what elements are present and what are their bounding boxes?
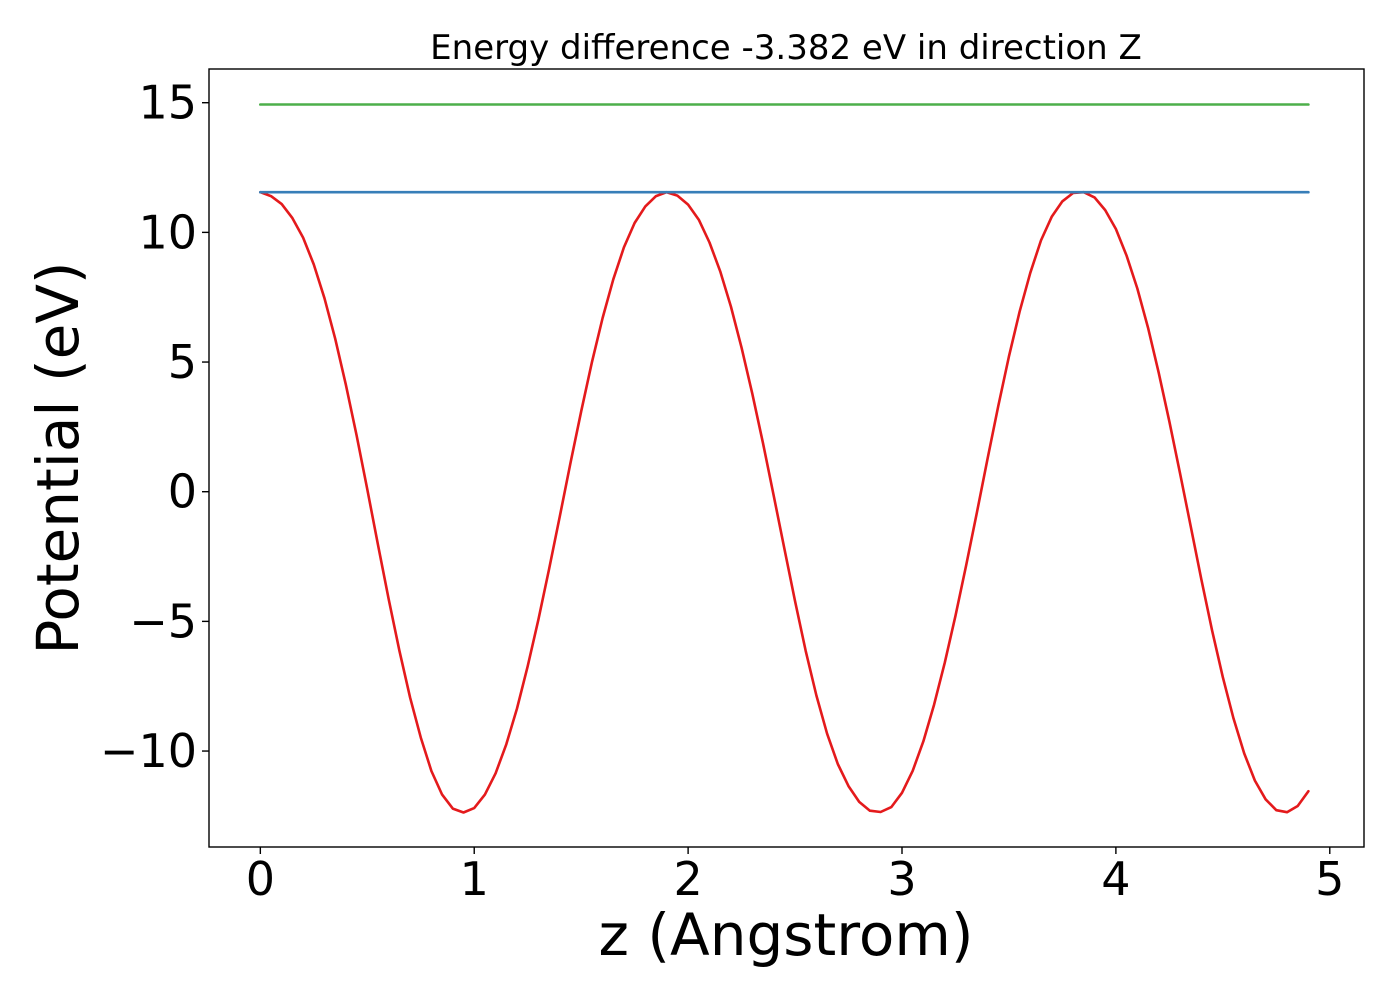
y-axis-ticks: −10 −5 0 5 10 15 [100,76,209,778]
y-tick-label: 10 [138,205,197,259]
plot-series [258,103,1310,814]
x-tick-label: 4 [1101,852,1130,906]
x-axis-label: z (Angstrom) [599,901,974,969]
x-tick-label: 0 [246,852,275,906]
x-tick-label: 3 [887,852,916,906]
y-tick-label: 0 [168,465,197,519]
y-tick-label: −5 [129,594,197,648]
y-tick-label: −10 [100,724,197,778]
x-axis-ticks: 0 1 2 3 4 5 [246,847,1344,906]
series-line-potential [258,190,1310,814]
x-tick-label: 1 [460,852,489,906]
plot-frame [208,68,1365,848]
x-tick-label: 2 [673,852,702,906]
y-tick-label: 15 [138,76,197,130]
y-tick-label: 5 [168,335,197,389]
y-axis-label: Potential (eV) [24,261,92,654]
x-tick-label: 5 [1315,852,1344,906]
chart-title: Energy difference -3.382 eV in direction… [430,28,1142,68]
